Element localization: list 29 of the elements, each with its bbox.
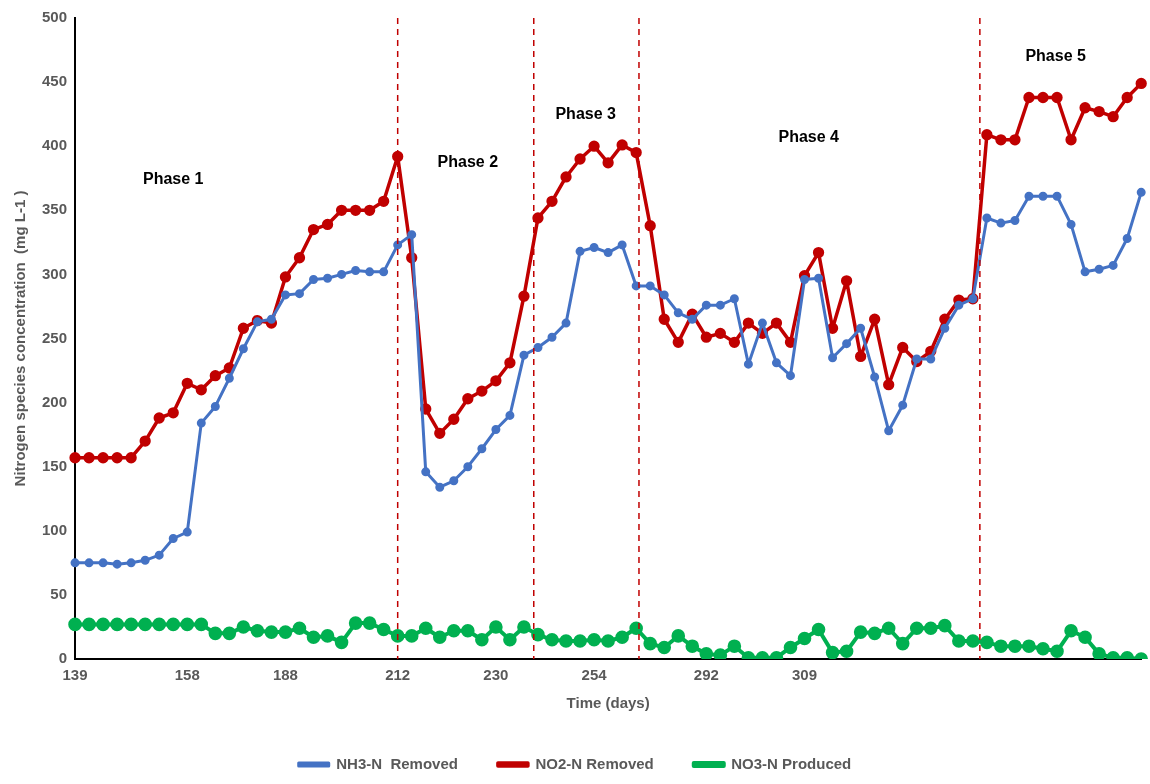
y-tick-label: 350 [42,200,68,218]
y-axis-title: Nitrogen species concentration (mg L-1 ) [11,190,29,487]
legend-label: NH3-N Removed [336,754,458,772]
y-tick-label: 400 [42,136,68,154]
legend-label: NO3-N Produced [731,754,852,772]
x-axis-title: Time (days) [566,694,650,712]
x-tick-label: 254 [581,666,608,684]
legend-label: NO2-N Removed [535,754,654,772]
annotation: Phase 2 [437,153,499,171]
y-tick-label: 150 [42,456,68,474]
x-tick-label: 309 [792,666,818,684]
y-tick-label: 450 [42,72,68,90]
y-tick-label: 100 [42,520,68,538]
x-tick-label: 188 [272,666,298,684]
x-tick-label: 158 [174,666,200,684]
y-tick-label: 200 [42,392,68,410]
x-tick-label: 212 [385,666,411,684]
annotation: Phase 4 [778,127,840,145]
x-tick-label: 139 [62,666,88,684]
y-tick-label: 500 [42,8,68,26]
annotation: Phase 1 [142,169,204,187]
x-tick-label: 230 [483,666,509,684]
y-tick-label: 300 [42,264,68,282]
y-tick-label: 250 [42,328,68,346]
y-tick-label: 50 [50,585,68,603]
x-tick-label: 292 [693,666,719,684]
y-tick-label: 0 [58,649,68,667]
annotation: Phase 3 [555,104,617,122]
annotation: Phase 5 [1025,46,1086,64]
